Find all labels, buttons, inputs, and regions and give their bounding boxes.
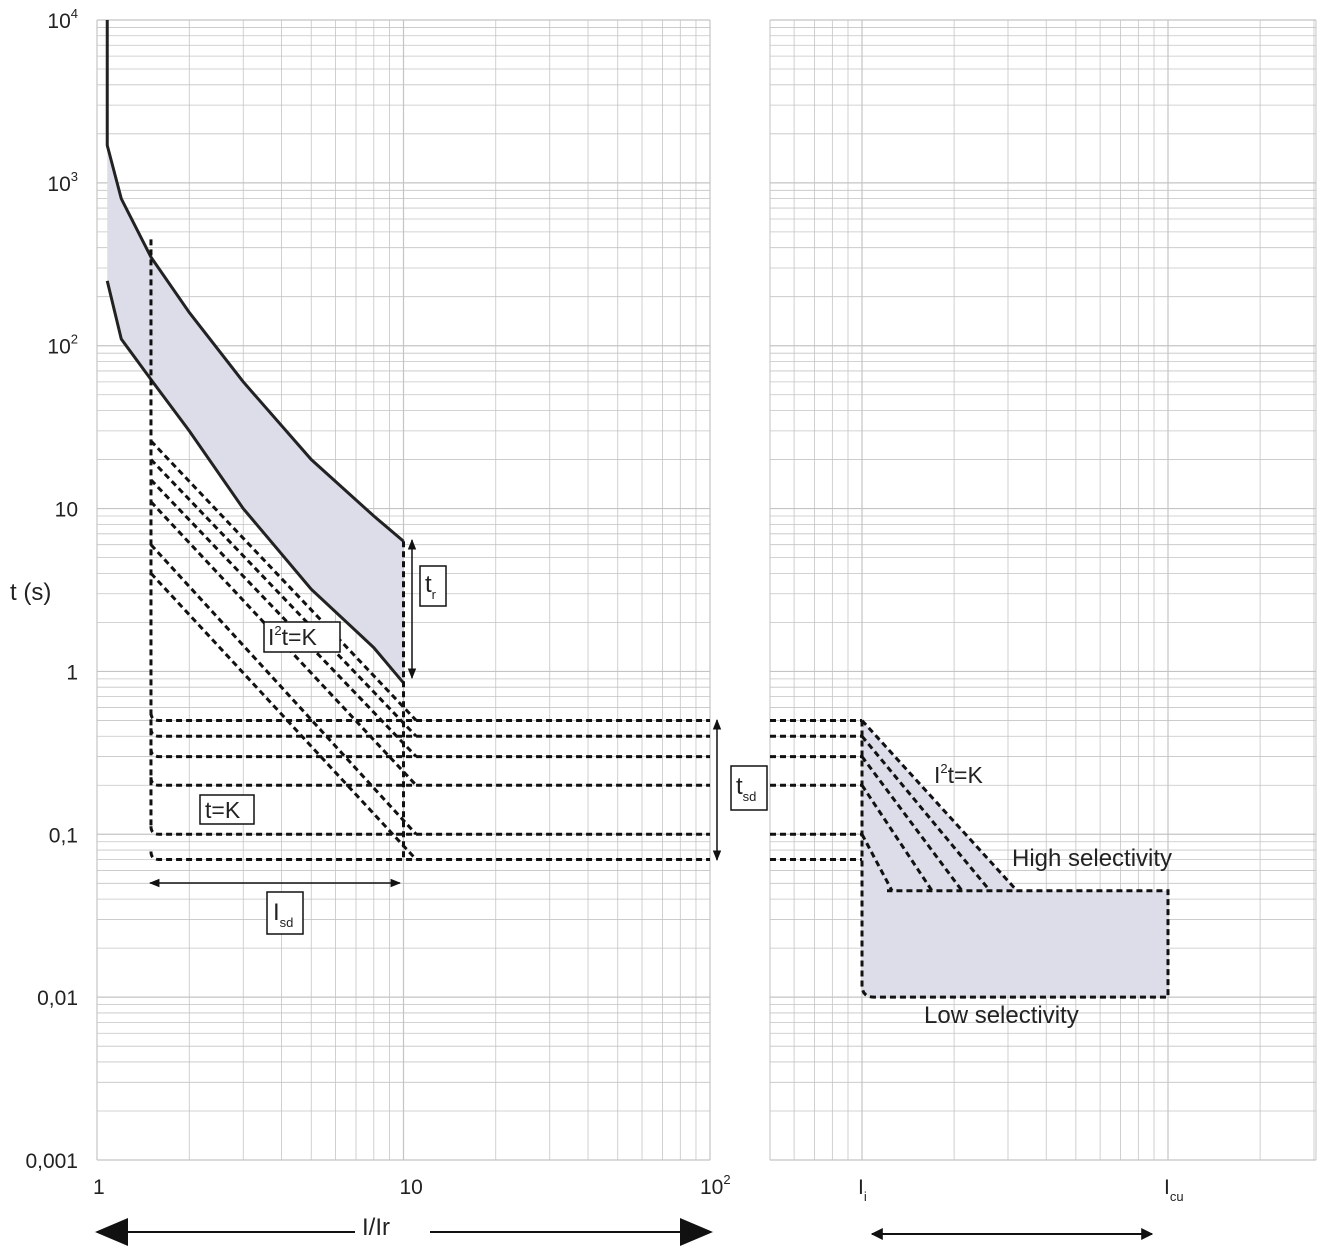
x-tick-label: 10 bbox=[400, 1176, 423, 1199]
x-tick-label: 102 bbox=[700, 1172, 731, 1199]
y-tick-label: 0,1 bbox=[49, 824, 78, 847]
x-tick-labels: 1 10 102 Ii Icu bbox=[93, 1172, 1184, 1204]
tsd-line bbox=[151, 749, 710, 757]
x-tick-label: Icu bbox=[1164, 1176, 1184, 1204]
y-axis-label: t (s) bbox=[10, 579, 51, 606]
tsd-line bbox=[151, 777, 710, 785]
x-tick-label: 1 bbox=[93, 1176, 105, 1199]
y-tick-label: 0,001 bbox=[25, 1150, 78, 1173]
y-tick-label: 103 bbox=[47, 169, 78, 196]
y-tick-label: 0,01 bbox=[37, 987, 78, 1010]
xaxis-arrow-right-head bbox=[680, 1218, 713, 1246]
tk-label: t=K bbox=[205, 797, 241, 823]
y-tick-label: 1 bbox=[66, 661, 78, 684]
low-selectivity-label: Low selectivity bbox=[924, 1002, 1079, 1029]
x-tick-label: Ii bbox=[858, 1176, 867, 1204]
xaxis-arrow-left-head bbox=[95, 1218, 128, 1246]
x-axis-label: I/Ir bbox=[362, 1214, 390, 1241]
tsd-line bbox=[151, 712, 710, 720]
high-selectivity-label: High selectivity bbox=[1012, 845, 1172, 872]
tsd-line bbox=[151, 826, 710, 834]
tsd-line bbox=[151, 728, 710, 736]
y-tick-label: 10 bbox=[55, 499, 78, 522]
tsd-line bbox=[151, 852, 710, 860]
y-tick-label: 102 bbox=[47, 332, 78, 359]
y-tick-label: 104 bbox=[47, 6, 78, 33]
right-i2t-label: I2t=K bbox=[934, 761, 983, 788]
trip-curves bbox=[107, 20, 710, 860]
